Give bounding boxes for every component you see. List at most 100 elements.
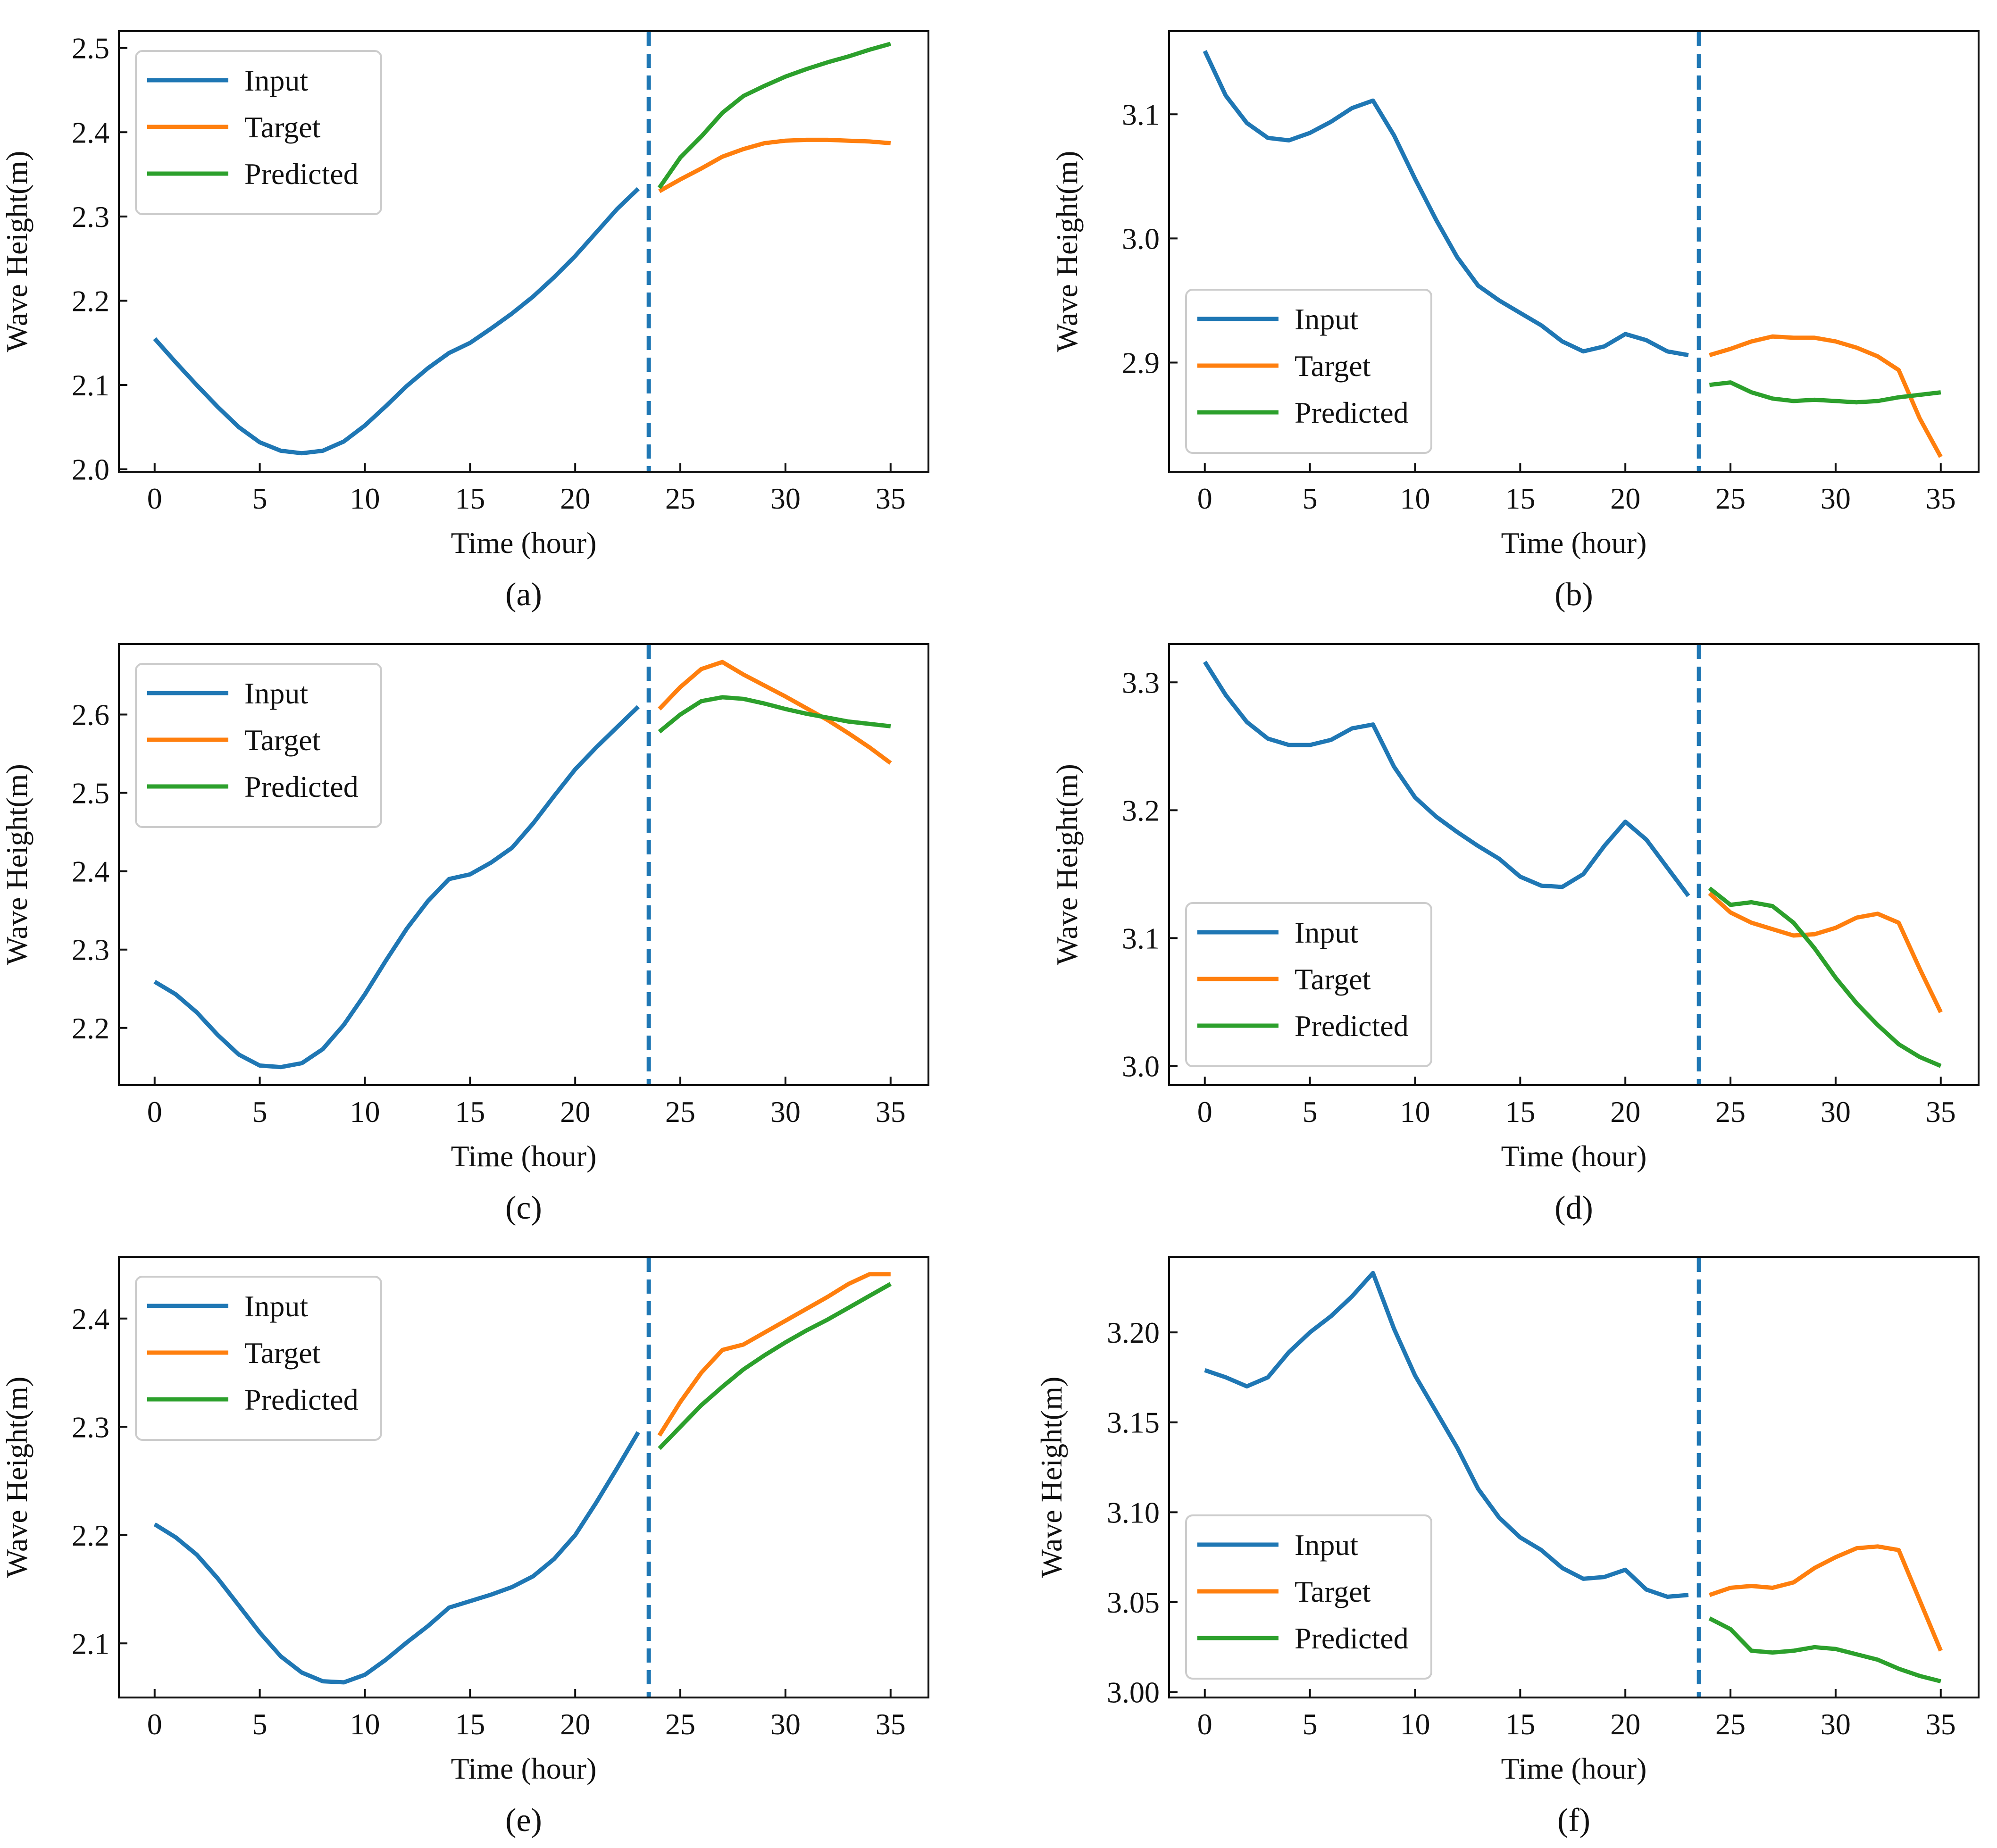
x-tick-label: 0 [147, 1707, 162, 1741]
series-line-target [1708, 892, 1943, 1013]
y-axis-label: Wave Height(m) [0, 1377, 33, 1578]
x-tick-label: 5 [252, 482, 267, 515]
x-tick-label: 15 [1505, 482, 1535, 515]
plot-frame [118, 30, 929, 473]
x-tick-label: 5 [1303, 1095, 1318, 1129]
x-tick-label: 25 [665, 482, 695, 515]
y-tick-label: 3.1 [1122, 921, 1160, 955]
series-line-predicted [1708, 886, 1942, 1068]
plot-frame [1168, 30, 1980, 473]
x-tick-label: 20 [1610, 482, 1640, 515]
x-axis-label: Time (hour) [1501, 1752, 1647, 1785]
y-tick-label: 2.2 [72, 1519, 109, 1552]
legend-label-predicted: Predicted [1295, 1009, 1409, 1043]
x-axis-label: Time (hour) [451, 1139, 597, 1173]
y-tick-label: 3.0 [1122, 222, 1160, 255]
x-tick-label: 35 [876, 1095, 906, 1129]
x-axis-label: Time (hour) [1501, 1139, 1647, 1173]
y-tick-label: 2.3 [72, 200, 109, 234]
series-line-predicted [1708, 1616, 1941, 1684]
x-tick-label: 10 [1400, 482, 1430, 515]
legend-label-target: Target [244, 1336, 321, 1370]
legend-label-input: Input [244, 64, 308, 97]
x-tick-label: 15 [1505, 1095, 1535, 1129]
panel-label: (c) [505, 1190, 542, 1226]
series-line-input [153, 1431, 640, 1685]
x-tick-label: 25 [1715, 482, 1746, 515]
y-tick-label: 2.1 [72, 1627, 109, 1660]
legend-label-input: Input [1295, 916, 1358, 949]
panel-label: (b) [1554, 577, 1593, 613]
legend-label-predicted: Predicted [244, 1383, 359, 1416]
x-tick-label: 15 [455, 482, 485, 515]
plot-frame [1168, 643, 1980, 1086]
legend-label-predicted: Predicted [244, 770, 359, 803]
x-tick-label: 20 [560, 1707, 590, 1741]
x-tick-label: 5 [252, 1095, 267, 1129]
x-tick-label: 20 [560, 482, 590, 515]
x-tick-label: 0 [147, 1095, 162, 1129]
y-tick-label: 3.15 [1107, 1406, 1160, 1439]
legend: Input Target Predicted [1185, 289, 1432, 454]
legend: Input Target Predicted [135, 1276, 382, 1441]
y-tick-label: 2.2 [72, 1012, 109, 1045]
series-line-predicted [658, 695, 891, 734]
x-tick-label: 0 [147, 482, 162, 515]
y-tick-label: 3.1 [1122, 98, 1160, 131]
legend-label-input: Input [244, 677, 308, 710]
x-tick-label: 35 [1926, 482, 1956, 515]
series-line-predicted [657, 42, 892, 189]
y-tick-label: 2.1 [72, 368, 109, 402]
series-line-predicted [658, 1282, 892, 1450]
series-line-input [153, 187, 640, 456]
chart-panel: 0 5 10 15 20 25 30 35 2.2 2.3 2.4 2.5 2.6 Time (hour)… [0, 643, 929, 1226]
legend-label-target: Target [1295, 349, 1371, 383]
y-tick-label: 3.3 [1122, 666, 1160, 699]
legend-label-target: Target [1295, 962, 1371, 996]
y-tick-label: 3.05 [1107, 1586, 1160, 1619]
x-tick-label: 0 [1197, 482, 1212, 515]
x-tick-label: 0 [1197, 1095, 1212, 1129]
x-tick-label: 15 [455, 1707, 485, 1741]
series-line-target [658, 137, 891, 193]
y-axis-label: Wave Height(m) [1050, 151, 1084, 352]
legend-label-target: Target [1295, 1575, 1371, 1608]
x-tick-label: 30 [1821, 1707, 1851, 1741]
y-tick-label: 2.2 [72, 284, 109, 318]
series-line-target [657, 1272, 891, 1437]
series-line-input [153, 705, 640, 1070]
x-tick-label: 25 [1715, 1095, 1746, 1129]
x-tick-label: 30 [1821, 482, 1851, 515]
y-tick-label: 3.20 [1107, 1316, 1160, 1349]
x-tick-label: 5 [1303, 1707, 1318, 1741]
x-tick-label: 10 [350, 482, 380, 515]
x-tick-label: 10 [1400, 1707, 1430, 1741]
series-line-input [1203, 661, 1690, 897]
plot-frame [1168, 1256, 1980, 1698]
x-axis-label: Time (hour) [1501, 526, 1647, 560]
y-axis-label: Wave Height(m) [1035, 1377, 1068, 1578]
x-axis-label: Time (hour) [451, 1752, 597, 1785]
x-tick-label: 35 [876, 1707, 906, 1741]
plot-frame [118, 643, 929, 1086]
y-tick-label: 2.5 [72, 777, 109, 810]
x-tick-label: 30 [770, 1095, 801, 1129]
y-tick-label: 3.00 [1107, 1676, 1160, 1709]
y-tick-label: 2.4 [72, 855, 109, 888]
panel-label: (f) [1557, 1802, 1590, 1839]
x-tick-label: 10 [350, 1095, 380, 1129]
x-tick-label: 30 [770, 1707, 801, 1741]
y-tick-label: 2.6 [72, 698, 109, 731]
y-axis-label: Wave Height(m) [1050, 764, 1084, 965]
x-tick-label: 5 [1303, 482, 1318, 515]
x-tick-label: 20 [560, 1095, 590, 1129]
series-line-input [1203, 50, 1689, 358]
series-line-target [1709, 334, 1943, 458]
legend: Input Target Predicted [1185, 1514, 1432, 1680]
chart-panel: 0 5 10 15 20 25 30 35 2.1 2.2 2.3 2.4 Time (hour) Wav… [0, 1256, 929, 1839]
x-tick-label: 35 [876, 482, 906, 515]
legend-label-target: Target [244, 110, 321, 144]
x-tick-label: 10 [1400, 1095, 1430, 1129]
legend-label-target: Target [244, 723, 321, 757]
